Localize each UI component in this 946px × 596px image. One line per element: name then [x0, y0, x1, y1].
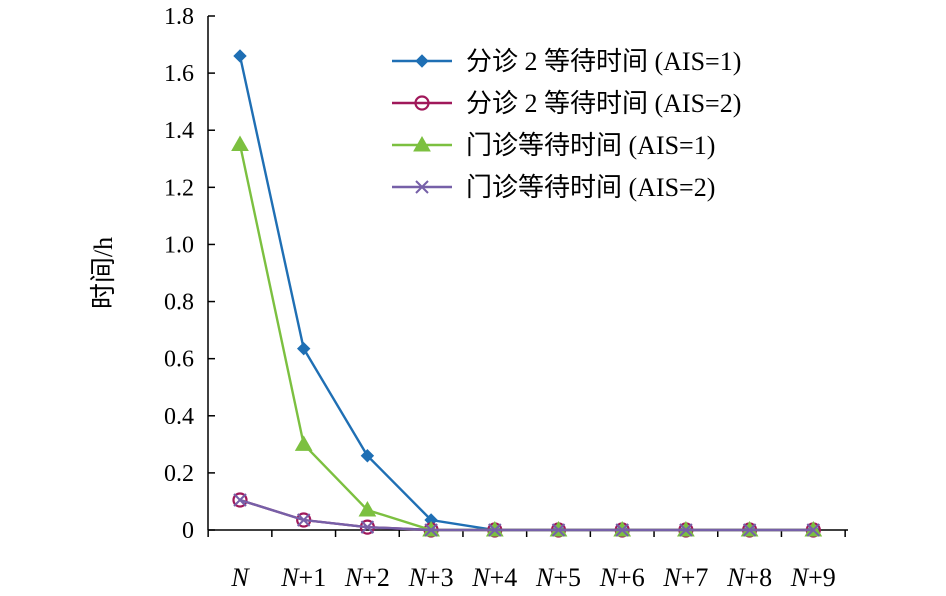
x-tick-label-offset: +3 [426, 563, 454, 592]
legend-item: 门诊等待时间 (AIS=1) [392, 131, 715, 160]
y-tick-label: 0.2 [164, 461, 194, 487]
legend-swatch-marker [415, 54, 429, 68]
legend-label: 门诊等待时间 (AIS=1) [466, 131, 715, 160]
x-tick-label-variable: N [790, 563, 810, 592]
series-line [239, 498, 814, 532]
y-tick-label: 0.4 [164, 404, 194, 430]
legend-label: 分诊 2 等待时间 (AIS=1) [466, 47, 741, 76]
data-point-stroke [296, 513, 311, 527]
data-point [360, 520, 375, 534]
x-tick-label: N+5 [535, 563, 581, 592]
series-line [238, 55, 814, 532]
data-point [233, 493, 247, 507]
data-point-stroke [679, 523, 693, 537]
x-tick-label: N+9 [790, 563, 836, 592]
data-point-stroke [424, 523, 438, 537]
data-point-stroke [615, 523, 629, 537]
x-tick-label: N+4 [471, 563, 517, 592]
x-tick-label: N+2 [344, 563, 390, 592]
legend-item: 分诊 2 等待时间 (AIS=2) [392, 89, 741, 118]
y-tick-label: 0 [182, 518, 194, 544]
x-tick-label: N+7 [662, 563, 708, 592]
x-tick-label-offset: +6 [617, 563, 645, 592]
data-point [294, 435, 313, 451]
data-point [296, 341, 311, 356]
data-point [615, 523, 629, 537]
data-point-stroke [806, 523, 821, 537]
data-point [488, 523, 502, 537]
legend: 分诊 2 等待时间 (AIS=1) 分诊 2 等待时间 (AIS=2) 门诊等待时间… [392, 47, 741, 202]
legend-swatch-marker-stroke [415, 180, 429, 194]
x-tick-label-offset: +2 [362, 563, 390, 592]
y-axis-label: 时间/h [89, 237, 118, 309]
y-tick-label: 1.4 [164, 118, 194, 144]
x-tick-label-offset: +7 [681, 563, 709, 592]
data-point [296, 513, 311, 527]
x-tick-label-variable: N [535, 563, 555, 592]
data-point [358, 501, 377, 517]
legend-item: 门诊等待时间 (AIS=2) [392, 173, 715, 202]
x-tick-label-variable: N [230, 563, 250, 592]
y-tick-label: 1.8 [164, 4, 194, 30]
data-point [424, 523, 438, 537]
x-tick-label-variable: N [280, 563, 300, 592]
x-tick-label-offset: +4 [490, 563, 518, 592]
data-point [232, 492, 248, 508]
x-tick-label-variable: N [599, 563, 619, 592]
data-point [679, 523, 693, 537]
data-point-stroke [233, 493, 247, 507]
legend-swatch-marker [413, 135, 431, 152]
y-tick-label: 0.8 [164, 290, 194, 316]
x-tick-label: N+6 [599, 563, 645, 592]
data-point-stroke [551, 523, 566, 537]
series-line [239, 498, 814, 532]
data-point [551, 523, 566, 537]
data-point-stroke [488, 523, 502, 537]
series-4 [233, 493, 821, 537]
data-point-stroke [360, 520, 375, 534]
series-line [238, 144, 814, 532]
legend-item: 分诊 2 等待时间 (AIS=1) [392, 47, 741, 76]
y-tick-label: 1.2 [164, 175, 194, 201]
x-tick-label: N+1 [280, 563, 326, 592]
x-tick-label-offset: +8 [744, 563, 772, 592]
data-point [806, 523, 821, 537]
legend-label: 分诊 2 等待时间 (AIS=2) [466, 89, 741, 118]
y-tick-label: 1.0 [164, 232, 194, 258]
x-tick-label-variable: N [471, 563, 491, 592]
data-point-stroke [742, 523, 757, 537]
x-tick-label-offset: +9 [808, 563, 836, 592]
data-point [742, 523, 757, 537]
x-tick-label-variable: N [662, 563, 682, 592]
y-tick-label: 0.6 [164, 347, 194, 373]
legend-swatch-marker [414, 95, 430, 111]
x-tick-label: N+3 [408, 563, 454, 592]
legend-swatch-marker [415, 180, 429, 194]
y-tick-label: 1.6 [164, 61, 194, 87]
x-tick-label-variable: N [408, 563, 428, 592]
x-tick-label-offset: +5 [553, 563, 581, 592]
x-tick-label: N+8 [726, 563, 772, 592]
data-point [233, 49, 247, 63]
data-point [360, 449, 375, 463]
x-tick-label-offset: +1 [299, 563, 327, 592]
x-tick-label-variable: N [344, 563, 364, 592]
data-point [231, 135, 249, 151]
x-tick-label: N [230, 563, 250, 592]
legend-label: 门诊等待时间 (AIS=2) [466, 173, 715, 202]
x-tick-label-variable: N [726, 563, 746, 592]
